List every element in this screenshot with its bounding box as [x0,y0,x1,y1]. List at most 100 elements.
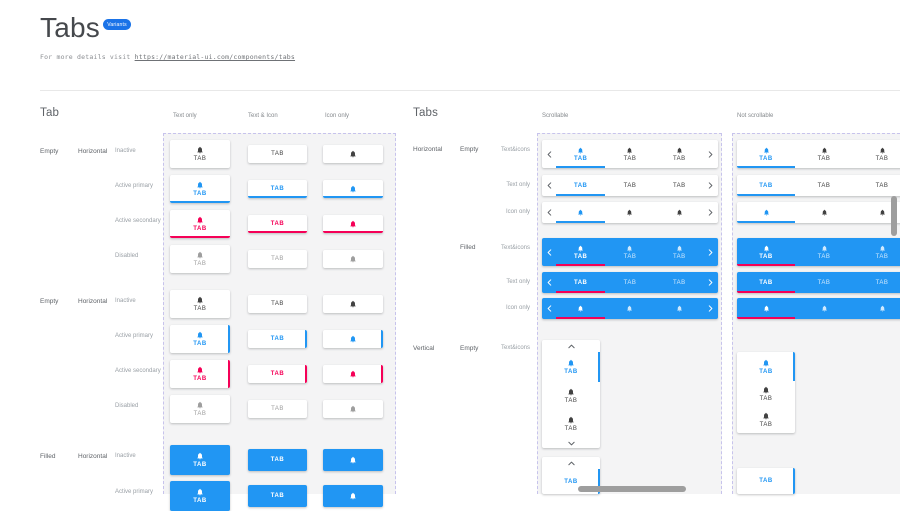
docs-link[interactable]: https://material-ui.com/components/tabs [134,53,296,61]
tab[interactable]: TAB [853,272,900,293]
tab[interactable]: TAB [737,381,795,407]
scroll-right-button[interactable] [704,202,718,223]
tab[interactable]: TAB [556,175,605,196]
tab[interactable]: TAB [737,140,795,168]
tab[interactable]: TAB [556,238,605,266]
tab[interactable]: TAB [737,352,795,381]
tab[interactable]: TAB [655,140,704,168]
horizontal-scrollbar-thumb[interactable] [578,486,686,492]
tab[interactable]: TAB [737,238,795,266]
active-indicator [737,264,795,266]
tab[interactable]: TAB [853,140,900,168]
tab[interactable]: TAB [248,449,307,471]
tab[interactable]: TAB [170,325,230,353]
tab[interactable] [323,449,383,471]
tab[interactable] [795,298,853,319]
tab[interactable] [323,250,383,268]
chevron-right-icon [709,305,713,312]
tab[interactable] [323,330,383,348]
tab[interactable]: TAB [248,215,307,233]
tab[interactable]: TAB [556,272,605,293]
scroll-left-button[interactable] [542,238,556,266]
tab[interactable]: TAB [248,400,307,418]
tab[interactable]: TAB [170,360,230,388]
tab[interactable]: TAB [542,410,600,438]
tab[interactable] [323,485,383,507]
tab[interactable]: TAB [605,140,654,168]
tab[interactable] [556,202,605,223]
tab[interactable]: TAB [655,272,704,293]
scroll-up-button[interactable] [542,457,600,469]
chevron-left-icon [547,248,551,256]
tab[interactable] [323,400,383,418]
tab[interactable] [853,202,900,223]
scroll-left-button[interactable] [542,175,556,196]
tab[interactable]: TAB [248,330,307,348]
scroll-down-button[interactable] [542,438,600,448]
tab[interactable] [556,298,605,319]
tab[interactable]: TAB [737,407,795,433]
tab[interactable]: TAB [737,468,795,494]
tab[interactable] [853,298,900,319]
tab[interactable]: TAB [248,365,307,383]
scroll-left-button[interactable] [542,298,556,319]
tab[interactable]: TAB [170,290,230,318]
tab[interactable]: TAB [170,245,230,273]
tab[interactable]: TAB [542,382,600,410]
tab[interactable] [323,215,383,233]
tab[interactable]: TAB [542,469,600,494]
tab[interactable]: TAB [853,238,900,266]
tab[interactable]: TAB [170,481,230,511]
tab[interactable]: TAB [170,445,230,475]
scroll-right-button[interactable] [704,140,718,168]
tab[interactable]: TAB [248,295,307,313]
scroll-left-button[interactable] [542,140,556,168]
tab[interactable]: TAB [605,238,654,266]
tab[interactable]: TAB [853,175,900,196]
tab[interactable] [737,298,795,319]
chevron-left-icon [547,182,551,189]
notification-bell-icon [349,370,357,378]
chevron-up-icon [567,344,575,348]
tab[interactable]: TAB [795,175,853,196]
active-indicator [228,360,230,388]
tab[interactable]: TAB [170,175,230,203]
tab[interactable] [655,298,704,319]
scroll-right-button[interactable] [704,175,718,196]
tab[interactable]: TAB [170,395,230,423]
tab[interactable]: TAB [248,180,307,198]
scroll-right-button[interactable] [704,238,718,266]
tab[interactable]: TAB [795,272,853,293]
column-header: Not scrollable [737,113,774,119]
tab[interactable]: TAB [655,175,704,196]
tab[interactable]: TAB [605,272,654,293]
tab[interactable]: TAB [655,238,704,266]
tab[interactable] [605,202,654,223]
tab[interactable] [795,202,853,223]
tab[interactable] [323,145,383,163]
tab[interactable]: TAB [795,238,853,266]
tab[interactable] [737,202,795,223]
tab[interactable] [605,298,654,319]
scroll-right-button[interactable] [704,298,718,319]
tab[interactable] [323,295,383,313]
tab[interactable]: TAB [542,352,600,382]
tab[interactable]: TAB [737,272,795,293]
scroll-left-button[interactable] [542,272,556,293]
vertical-scrollbar-thumb[interactable] [891,196,897,236]
tab[interactable]: TAB [248,250,307,268]
tab[interactable]: TAB [248,145,307,163]
tab[interactable]: TAB [170,140,230,168]
tab[interactable]: TAB [737,175,795,196]
tab[interactable]: TAB [248,485,307,507]
tab[interactable]: TAB [556,140,605,168]
tab[interactable] [655,202,704,223]
scroll-left-button[interactable] [542,202,556,223]
tab[interactable] [323,365,383,383]
scroll-up-button[interactable] [542,340,600,352]
tab[interactable] [323,180,383,198]
tab[interactable]: TAB [170,210,230,238]
tab[interactable]: TAB [795,140,853,168]
scroll-right-button[interactable] [704,272,718,293]
tab[interactable]: TAB [605,175,654,196]
